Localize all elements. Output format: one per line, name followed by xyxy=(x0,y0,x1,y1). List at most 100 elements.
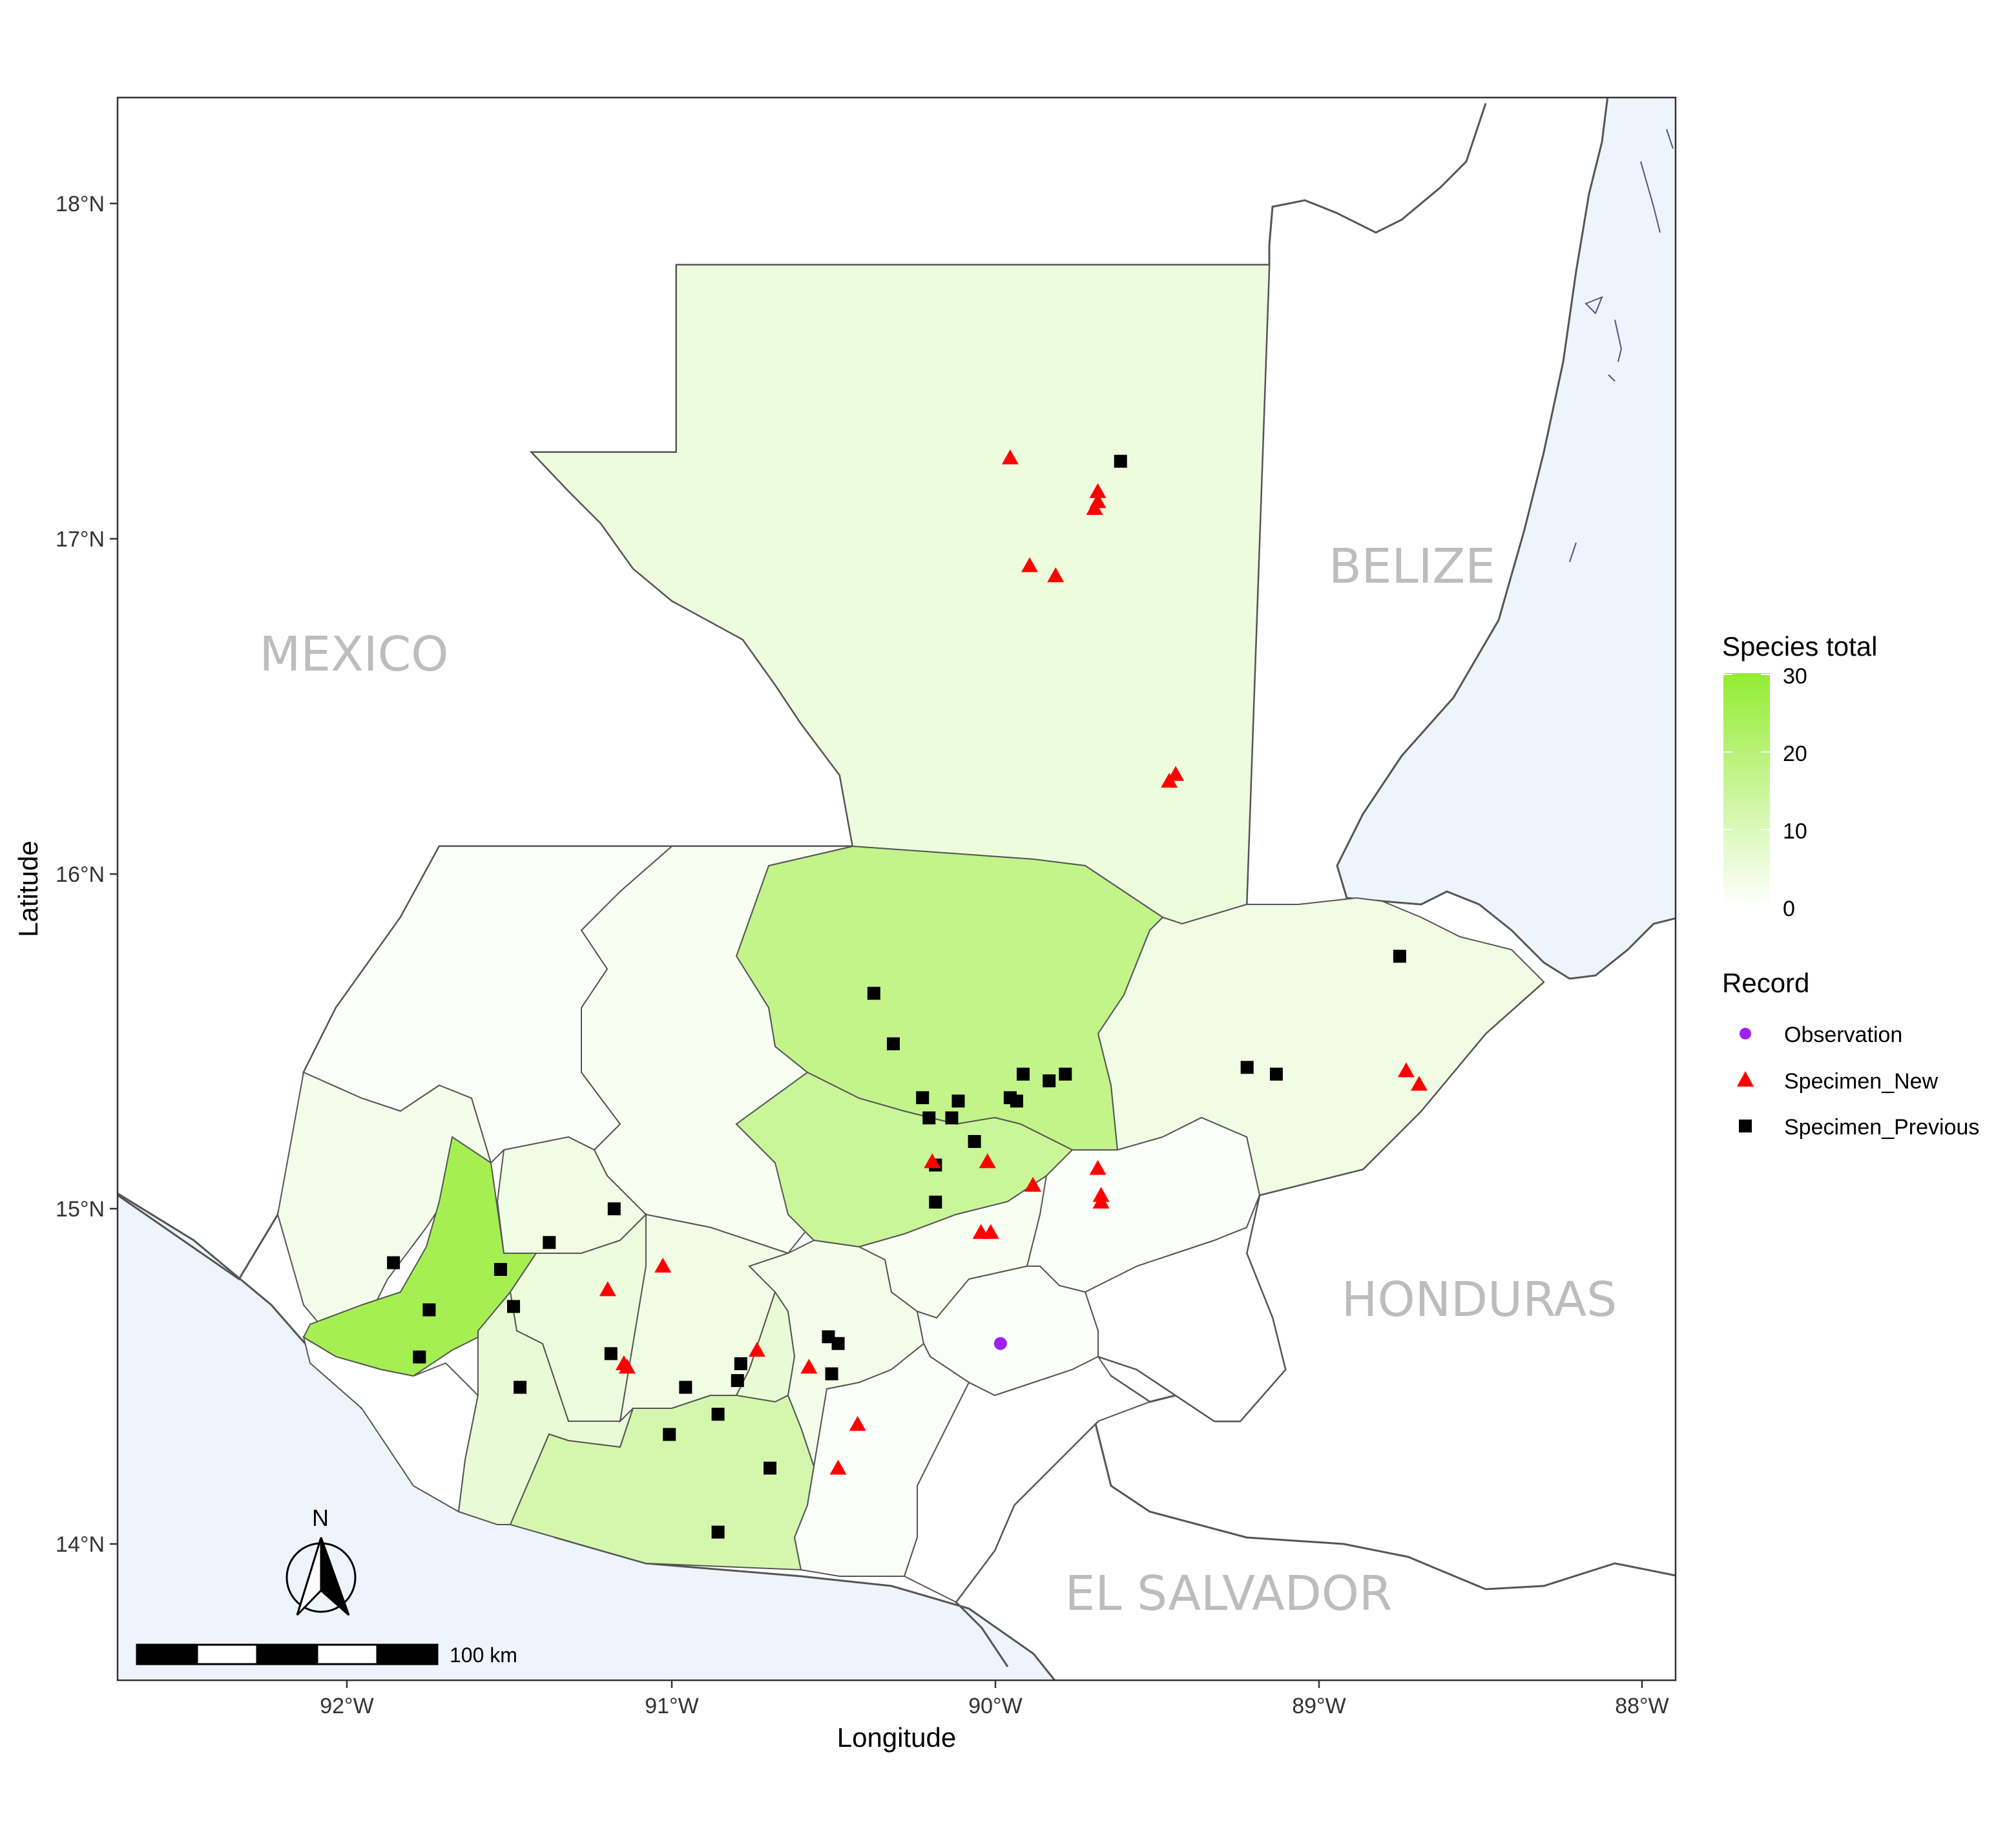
y-tick-label: 17°N xyxy=(56,527,105,552)
specimen-previous-point xyxy=(916,1091,930,1105)
map-layers xyxy=(118,98,1676,1680)
scale-segment xyxy=(376,1643,439,1665)
scale-segment xyxy=(136,1643,198,1665)
record-points xyxy=(387,449,1428,1539)
specimen-new-point xyxy=(829,1459,847,1475)
country-label-honduras: HONDURAS xyxy=(1342,1272,1617,1328)
specimen-previous-point xyxy=(607,1202,621,1216)
specimen-previous-point xyxy=(663,1428,676,1441)
specimen-previous-point xyxy=(1114,454,1127,468)
specimen-previous-point xyxy=(1269,1067,1283,1081)
specimen-previous-point xyxy=(494,1263,507,1277)
specimen-previous-point xyxy=(507,1300,521,1313)
belize-cay xyxy=(1614,319,1623,362)
country-label-el-salvador: EL SALVADOR xyxy=(1065,1566,1393,1621)
specimen-previous-point xyxy=(711,1525,725,1539)
belize-cay xyxy=(1585,296,1603,315)
specimen-previous-point xyxy=(387,1256,400,1269)
legend-fill-title: Species total xyxy=(1722,631,1877,662)
x-tick-label: 89°W xyxy=(1292,1694,1346,1718)
legend-observation-marker xyxy=(1740,1028,1751,1039)
specimen-previous-point xyxy=(1240,1061,1254,1074)
scale-segment xyxy=(196,1643,258,1665)
specimen-previous-point xyxy=(867,986,880,1000)
x-tick-label: 88°W xyxy=(1615,1694,1669,1718)
legend-record-label: Specimen_New xyxy=(1784,1069,1938,1094)
department-jutiapa xyxy=(903,1355,1152,1603)
belize-cay xyxy=(1666,129,1674,149)
specimen-new-point xyxy=(1024,1176,1042,1192)
north-arrow: N xyxy=(286,1505,357,1616)
specimen-new-point xyxy=(618,1359,636,1374)
legend-fill-tick: 20 xyxy=(1783,742,1807,766)
specimen-previous-point xyxy=(945,1111,959,1125)
specimen-new-point xyxy=(1086,499,1103,515)
specimen-previous-point xyxy=(822,1330,835,1344)
specimen-previous-point xyxy=(951,1094,965,1108)
legend-fill-tick: 30 xyxy=(1783,664,1807,689)
y-axis: 18°N 17°N 16°N 15°N 14°N Latitude xyxy=(13,192,118,1557)
country-label-mexico: MEXICO xyxy=(259,627,448,682)
y-tick-label: 18°N xyxy=(56,192,105,216)
specimen-new-point xyxy=(1001,449,1019,464)
specimen-new-point xyxy=(1161,773,1178,788)
specimen-new-point xyxy=(979,1153,996,1169)
specimen-new-point xyxy=(982,1224,999,1239)
x-tick-label: 92°W xyxy=(320,1694,374,1718)
legend-colorbar xyxy=(1723,673,1770,907)
y-tick-label: 15°N xyxy=(56,1197,105,1222)
legend-fill-tick: 0 xyxy=(1783,897,1795,921)
specimen-previous-point xyxy=(413,1350,426,1364)
specimen-new-point xyxy=(654,1257,672,1273)
specimen-previous-point xyxy=(764,1461,777,1475)
specimen-previous-point xyxy=(1059,1067,1072,1081)
x-tick-label: 90°W xyxy=(968,1694,1023,1718)
x-tick-label: 91°W xyxy=(645,1694,699,1718)
specimen-previous-point xyxy=(825,1367,838,1381)
specimen-new-point xyxy=(924,1153,941,1169)
pacific-ocean xyxy=(118,1192,1056,1680)
map-panel-frame xyxy=(116,96,1677,1682)
scale-segment xyxy=(256,1643,318,1665)
specimen-previous-point xyxy=(1043,1074,1056,1088)
specimen-previous-point xyxy=(1016,1067,1030,1081)
scale-bar-label: 100 km xyxy=(450,1643,517,1667)
observation-point xyxy=(993,1337,1007,1350)
specimen-previous-point xyxy=(514,1381,527,1394)
x-axis: 92°W 91°W 90°W 89°W 88°W Longitude xyxy=(320,1680,1669,1753)
legend-specimen-new-marker xyxy=(1737,1071,1754,1087)
specimen-previous-point xyxy=(886,1037,900,1050)
specimen-new-point xyxy=(849,1415,866,1431)
legend: Species total 30 20 10 0 Record Observat… xyxy=(1722,631,1979,1140)
y-tick-label: 16°N xyxy=(56,862,105,887)
specimen-new-point xyxy=(1092,1193,1110,1209)
specimen-previous-point xyxy=(679,1381,692,1394)
north-arrow-right-half xyxy=(320,1537,350,1616)
specimen-new-point xyxy=(800,1359,818,1374)
scale-segment xyxy=(316,1643,379,1665)
belize-cay xyxy=(1640,161,1661,233)
x-axis-title: Longitude xyxy=(837,1722,957,1753)
specimen-previous-point xyxy=(711,1408,725,1421)
specimen-previous-point xyxy=(922,1111,936,1125)
scale-bar: 100 km xyxy=(136,1643,517,1667)
specimen-new-point xyxy=(748,1342,765,1357)
specimen-previous-point xyxy=(543,1236,556,1249)
specimen-previous-point xyxy=(734,1357,747,1370)
specimen-previous-point xyxy=(1393,950,1406,963)
specimen-new-point xyxy=(1047,567,1065,583)
specimen-previous-point xyxy=(1010,1094,1023,1108)
country-label-belize: BELIZE xyxy=(1329,539,1495,594)
specimen-previous-point xyxy=(968,1134,981,1148)
specimen-previous-point xyxy=(929,1195,942,1209)
y-axis-title: Latitude xyxy=(13,840,43,937)
specimen-previous-point xyxy=(604,1347,618,1360)
department-chiquimula xyxy=(1084,1194,1287,1422)
specimen-previous-point xyxy=(831,1337,845,1350)
belize-cay xyxy=(1608,374,1616,382)
legend-record-title: Record xyxy=(1722,968,1809,998)
legend-record-label: Specimen_Previous xyxy=(1784,1115,1979,1140)
north-arrow-label: N xyxy=(312,1505,329,1531)
specimen-new-point xyxy=(1397,1062,1415,1078)
